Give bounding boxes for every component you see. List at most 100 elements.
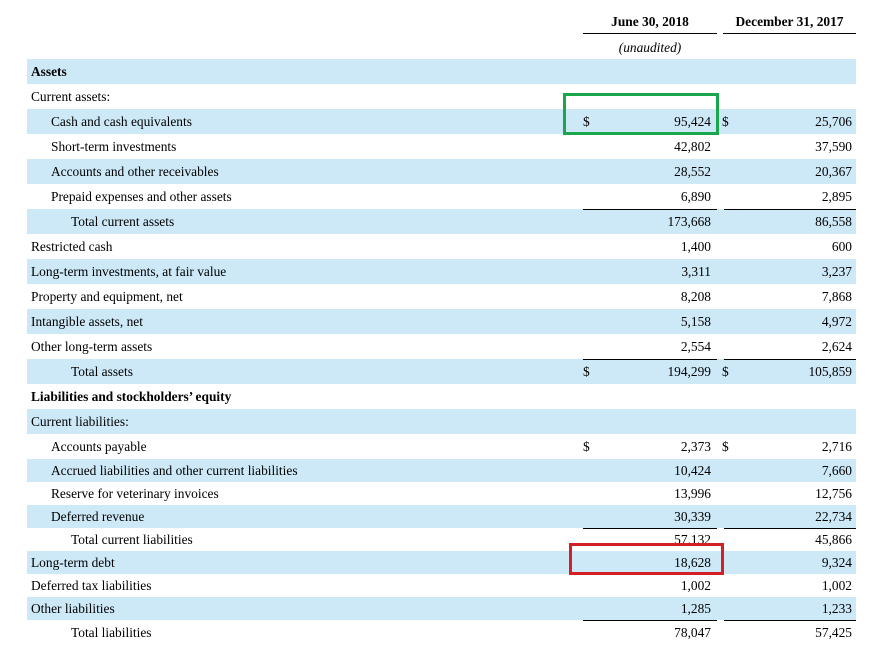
value-june-2018: 3,311 — [681, 264, 711, 279]
value-june-2018: 78,047 — [674, 625, 711, 640]
table-row: Total liabilities 78,047 57,425 — [27, 620, 856, 645]
row-label: Assets — [31, 64, 67, 79]
value-december-2017: 12,756 — [815, 486, 852, 501]
value-december-2017: 2,895 — [821, 189, 852, 204]
value-june-2018: 95,424 — [674, 114, 711, 129]
subtotal-rule — [583, 528, 717, 529]
table-row: Deferred tax liabilities 1,002 1,002 — [27, 574, 856, 597]
row-label: Current assets: — [31, 89, 111, 104]
subtotal-rule — [583, 620, 717, 621]
table-row: Total assets $194,299 $105,859 — [27, 359, 856, 384]
value-december-2017: 2,624 — [821, 339, 852, 354]
highlight-box-red — [569, 543, 724, 575]
row-label: Accounts payable — [51, 439, 147, 454]
row-label: Deferred tax liabilities — [31, 578, 152, 593]
value-june-2018: 8,208 — [680, 289, 711, 304]
table-row: Intangible assets, net 5,158 4,972 — [27, 309, 856, 334]
table-row: Other liabilities 1,285 1,233 — [27, 597, 856, 620]
value-june-2018: 5,158 — [680, 314, 711, 329]
table-row: Long-term debt 18,628 9,324 — [27, 551, 856, 574]
row-label: Cash and cash equivalents — [51, 114, 192, 129]
table-row: Total current assets 173,668 86,558 — [27, 209, 856, 234]
value-december-2017: 7,660 — [821, 463, 852, 478]
row-label: Total assets — [71, 364, 133, 379]
unaudited-note: (unaudited) — [618, 40, 682, 55]
row-label: Total current liabilities — [71, 532, 193, 547]
row-label: Accrued liabilities and other current li… — [51, 463, 298, 478]
value-december-2017: 2,716 — [821, 439, 852, 454]
column-header-june-2018: June 30, 2018 — [611, 14, 689, 29]
value-december-2017: 20,367 — [815, 164, 852, 179]
table-row: Accounts payable $2,373 $2,716 — [27, 434, 856, 459]
subtotal-rule — [583, 209, 717, 210]
subtotal-rule — [724, 209, 856, 210]
column-header-december-2017: December 31, 2017 — [735, 14, 844, 29]
value-june-2018: 2,373 — [680, 439, 711, 454]
currency-symbol: $ — [583, 439, 590, 454]
value-december-2017: 25,706 — [815, 114, 852, 129]
row-label: Prepaid expenses and other assets — [51, 189, 232, 204]
table-row: Liabilities and stockholders’ equity — [27, 384, 856, 409]
table-row: Accrued liabilities and other current li… — [27, 459, 856, 482]
value-december-2017: 1,233 — [821, 601, 852, 616]
value-june-2018: 194,299 — [667, 364, 711, 379]
value-june-2018: 2,554 — [680, 339, 711, 354]
row-label: Total liabilities — [71, 625, 152, 640]
value-december-2017: 45,866 — [815, 532, 852, 547]
table-row: Long-term investments, at fair value 3,31… — [27, 259, 856, 284]
table-row: Reserve for veterinary invoices 13,996 12,… — [27, 482, 856, 505]
row-label: Current liabilities: — [31, 414, 129, 429]
subtotal-rule — [724, 620, 856, 621]
row-label: Deferred revenue — [51, 509, 145, 524]
value-june-2018: 1,002 — [680, 578, 711, 593]
value-june-2018: 1,285 — [680, 601, 711, 616]
value-june-2018: 28,552 — [674, 164, 711, 179]
value-december-2017: 86,558 — [815, 214, 852, 229]
subtotal-rule — [724, 359, 856, 360]
value-december-2017: 105,859 — [808, 364, 852, 379]
row-label: Other liabilities — [31, 601, 115, 616]
row-label: Other long-term assets — [31, 339, 153, 354]
balance-sheet-table: Assets Current assets: Cash and cash equiv… — [27, 59, 856, 645]
row-label: Reserve for veterinary invoices — [51, 486, 219, 501]
row-label: Intangible assets, net — [31, 314, 143, 329]
value-december-2017: 1,002 — [821, 578, 852, 593]
value-june-2018: 13,996 — [674, 486, 711, 501]
row-label: Accounts and other receivables — [51, 164, 219, 179]
value-december-2017: 37,590 — [815, 139, 852, 154]
column-header-rule-2 — [723, 33, 856, 34]
value-december-2017: 9,324 — [821, 555, 852, 570]
table-row: Other long-term assets 2,554 2,624 — [27, 334, 856, 359]
table-row: Total current liabilities 57,132 45,866 — [27, 528, 856, 551]
value-december-2017: 3,237 — [821, 264, 852, 279]
row-label: Long-term debt — [31, 555, 115, 570]
subtotal-rule — [724, 528, 856, 529]
table-row: Cash and cash equivalents $95,424 $25,706 — [27, 109, 856, 134]
subtotal-rule — [583, 359, 717, 360]
table-row: Prepaid expenses and other assets 6,890 2,… — [27, 184, 856, 209]
row-label: Total current assets — [71, 214, 175, 229]
table-row: Restricted cash 1,400 600 — [27, 234, 856, 259]
value-december-2017: 600 — [831, 239, 852, 254]
highlight-box-green — [563, 93, 719, 135]
value-june-2018: 30,339 — [674, 509, 711, 524]
row-label: Restricted cash — [31, 239, 113, 254]
table-row: Deferred revenue 30,339 22,734 — [27, 505, 856, 528]
row-label: Property and equipment, net — [31, 289, 183, 304]
value-june-2018: 42,802 — [674, 139, 711, 154]
table-row: Short-term investments 42,802 37,590 — [27, 134, 856, 159]
value-june-2018: 18,628 — [674, 555, 711, 570]
table-row: Property and equipment, net 8,208 7,868 — [27, 284, 856, 309]
value-june-2018: 10,424 — [674, 463, 711, 478]
value-december-2017: 4,972 — [821, 314, 852, 329]
value-december-2017: 22,734 — [815, 509, 852, 524]
row-label: Long-term investments, at fair value — [31, 264, 227, 279]
row-label: Liabilities and stockholders’ equity — [31, 389, 232, 404]
row-label: Short-term investments — [51, 139, 177, 154]
table-row: Accounts and other receivables 28,552 20,3… — [27, 159, 856, 184]
value-june-2018: 1,400 — [680, 239, 711, 254]
currency-symbol: $ — [722, 114, 729, 129]
currency-symbol: $ — [583, 364, 590, 379]
column-header-rule-1 — [583, 33, 717, 34]
value-june-2018: 173,668 — [667, 214, 711, 229]
